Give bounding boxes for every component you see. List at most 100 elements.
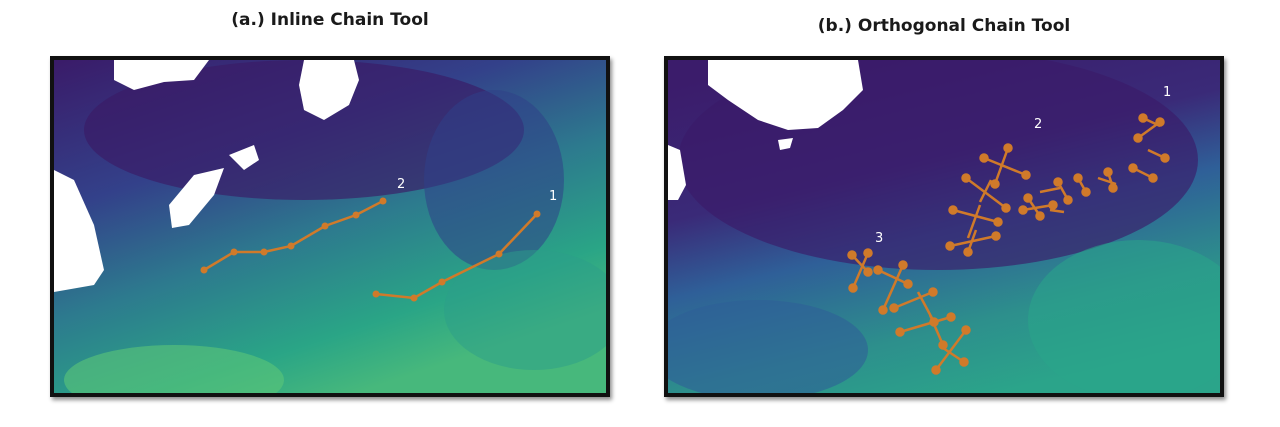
transect-node[interactable]	[1035, 211, 1045, 221]
transect-node[interactable]	[1148, 173, 1158, 183]
chain-node[interactable]	[410, 294, 418, 302]
transect-line[interactable]	[881, 264, 905, 311]
orthogonal-chain-map[interactable]: 1 2 3	[664, 56, 1224, 397]
transect-line[interactable]	[1097, 176, 1117, 186]
landmass-group	[668, 60, 863, 200]
transect-node[interactable]	[895, 327, 905, 337]
transect-line[interactable]	[1039, 186, 1061, 194]
transect-node[interactable]	[1023, 193, 1033, 203]
transect-node[interactable]	[990, 179, 1000, 189]
chain-node[interactable]	[230, 248, 238, 256]
chain-node[interactable]	[287, 242, 295, 250]
chain-1-label: 1	[549, 189, 557, 204]
mid-water-region	[668, 300, 868, 393]
transect-node[interactable]	[959, 357, 969, 367]
transect-node[interactable]	[1018, 205, 1028, 215]
transect-line[interactable]	[1022, 203, 1054, 212]
chain-2-label: 2	[397, 177, 405, 192]
panel-b-title: (b.) Orthogonal Chain Tool	[817, 16, 1071, 36]
transect-node[interactable]	[847, 250, 857, 260]
transect-node[interactable]	[1103, 167, 1113, 177]
transect-node[interactable]	[878, 305, 888, 315]
transect-node[interactable]	[1073, 173, 1083, 183]
landmass-cape-breton	[229, 145, 259, 170]
landmass-newfoundland	[708, 60, 863, 130]
transect-node[interactable]	[889, 303, 899, 313]
chain-node[interactable]	[352, 211, 360, 219]
landmass-nova-scotia	[668, 145, 686, 200]
transect-line[interactable]	[983, 156, 1027, 177]
transect-node[interactable]	[946, 312, 956, 322]
transect-line[interactable]	[1049, 208, 1065, 214]
landmass-nova-scotia	[169, 168, 224, 228]
transect-node[interactable]	[1053, 177, 1063, 187]
panel-a-title: (a.) Inline Chain Tool	[231, 10, 429, 30]
transect-node[interactable]	[1128, 163, 1138, 173]
orthogonal-chain-2[interactable]	[945, 143, 1031, 257]
transect-node[interactable]	[993, 217, 1003, 227]
chain-node[interactable]	[321, 222, 329, 230]
chain-node[interactable]	[495, 250, 503, 258]
warm-water-region	[64, 345, 284, 393]
transect-node[interactable]	[1133, 133, 1143, 143]
transect-node[interactable]	[1108, 183, 1118, 193]
transect-node[interactable]	[938, 340, 948, 350]
transect-line[interactable]	[978, 179, 993, 203]
transect-node[interactable]	[963, 247, 973, 257]
gulf-stream-meander	[424, 90, 564, 270]
chain-node[interactable]	[438, 278, 446, 286]
shelf-water-region	[1028, 240, 1220, 393]
transect-line[interactable]	[965, 177, 1007, 209]
transect-line[interactable]	[966, 204, 982, 239]
transect-node[interactable]	[903, 279, 913, 289]
transect-node[interactable]	[928, 287, 938, 297]
transect-node[interactable]	[1160, 153, 1170, 163]
transect-node[interactable]	[1138, 113, 1148, 123]
transect-node[interactable]	[979, 153, 989, 163]
transect-node[interactable]	[898, 260, 908, 270]
inline-map-canvas[interactable]: 2 1	[54, 60, 606, 393]
transect-line[interactable]	[935, 329, 967, 371]
landmass-newfoundland	[299, 60, 359, 120]
transect-node[interactable]	[848, 283, 858, 293]
orthogonal-chain-1[interactable]	[1018, 113, 1170, 221]
landmass-labrador	[114, 60, 209, 90]
inline-chain-map[interactable]: 2 1	[50, 56, 610, 397]
transect-node[interactable]	[873, 265, 883, 275]
transect-node[interactable]	[931, 365, 941, 375]
transect-line[interactable]	[877, 268, 909, 286]
orthogonal-chain-3[interactable]	[847, 248, 971, 375]
transect-node[interactable]	[1155, 117, 1165, 127]
landmass-group	[54, 60, 359, 292]
transect-line[interactable]	[993, 147, 1010, 185]
transect-node[interactable]	[1021, 170, 1031, 180]
chain-node[interactable]	[379, 197, 387, 205]
orthogonal-map-canvas[interactable]: 1 2 3	[668, 60, 1220, 393]
transect-node[interactable]	[1063, 195, 1073, 205]
transect-node[interactable]	[1048, 200, 1058, 210]
chain-2-nodes[interactable]	[200, 197, 387, 274]
chain-1-label: 1	[1163, 85, 1171, 100]
transect-node[interactable]	[961, 325, 971, 335]
transect-node[interactable]	[929, 317, 939, 327]
chain-node[interactable]	[533, 210, 541, 218]
transect-node[interactable]	[991, 231, 1001, 241]
chain-1-nodes[interactable]	[372, 210, 541, 302]
transect-line[interactable]	[851, 252, 870, 289]
transect-node[interactable]	[1081, 187, 1091, 197]
transect-line[interactable]	[893, 290, 934, 310]
chain-node[interactable]	[200, 266, 208, 274]
transect-node[interactable]	[863, 267, 873, 277]
landmass-small-island	[778, 138, 793, 150]
chain-3-label: 3	[875, 231, 883, 246]
transect-line[interactable]	[899, 315, 952, 334]
transect-node[interactable]	[1001, 203, 1011, 213]
transect-node[interactable]	[945, 241, 955, 251]
transect-node[interactable]	[1003, 143, 1013, 153]
chain-node[interactable]	[260, 248, 268, 256]
transect-node[interactable]	[961, 173, 971, 183]
shelf-water-region	[444, 250, 606, 370]
transect-node[interactable]	[948, 205, 958, 215]
transect-node[interactable]	[863, 248, 873, 258]
chain-node[interactable]	[372, 290, 380, 298]
